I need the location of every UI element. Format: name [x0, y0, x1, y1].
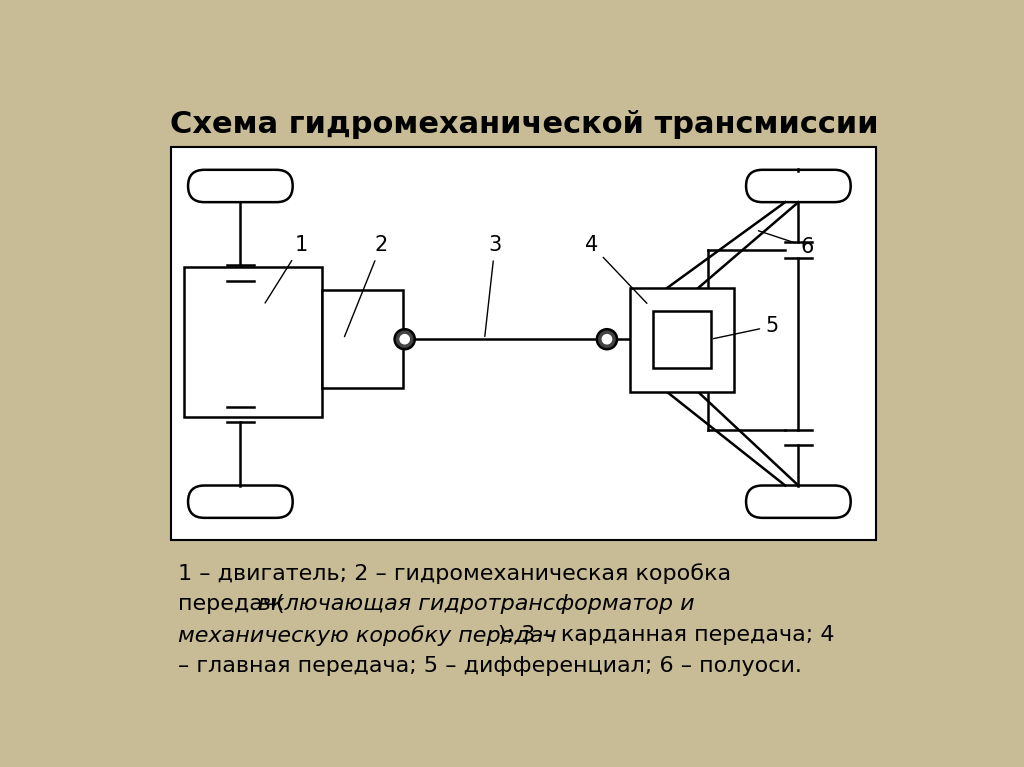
Bar — [653, 311, 711, 368]
FancyBboxPatch shape — [188, 486, 293, 518]
Text: 6: 6 — [759, 231, 814, 257]
FancyBboxPatch shape — [746, 486, 851, 518]
Bar — [630, 288, 734, 392]
Circle shape — [602, 334, 611, 344]
FancyBboxPatch shape — [188, 170, 293, 202]
FancyBboxPatch shape — [171, 147, 876, 540]
Text: включающая гидротрансформатор и: включающая гидротрансформатор и — [258, 594, 694, 614]
Text: 5: 5 — [714, 316, 778, 339]
Text: 3: 3 — [484, 235, 502, 337]
Text: – главная передача; 5 – дифференциал; 6 – полуоси.: – главная передача; 5 – дифференциал; 6 … — [178, 656, 802, 676]
Circle shape — [394, 329, 415, 349]
Text: 4: 4 — [586, 235, 647, 303]
Text: передач(: передач( — [178, 594, 285, 614]
Bar — [322, 290, 403, 389]
Bar — [183, 267, 322, 417]
Text: Схема гидромеханической трансмиссии: Схема гидромеханической трансмиссии — [170, 110, 880, 139]
FancyBboxPatch shape — [746, 170, 851, 202]
Text: 1 – двигатель; 2 – гидромеханическая коробка: 1 – двигатель; 2 – гидромеханическая кор… — [178, 563, 731, 584]
Circle shape — [400, 334, 410, 344]
Text: механическую коробку передач: механическую коробку передач — [178, 625, 557, 646]
Circle shape — [597, 329, 617, 349]
Text: 1: 1 — [265, 235, 308, 303]
Text: ); 3 – карданная передача; 4: ); 3 – карданная передача; 4 — [499, 625, 835, 645]
Text: 2: 2 — [344, 235, 388, 337]
